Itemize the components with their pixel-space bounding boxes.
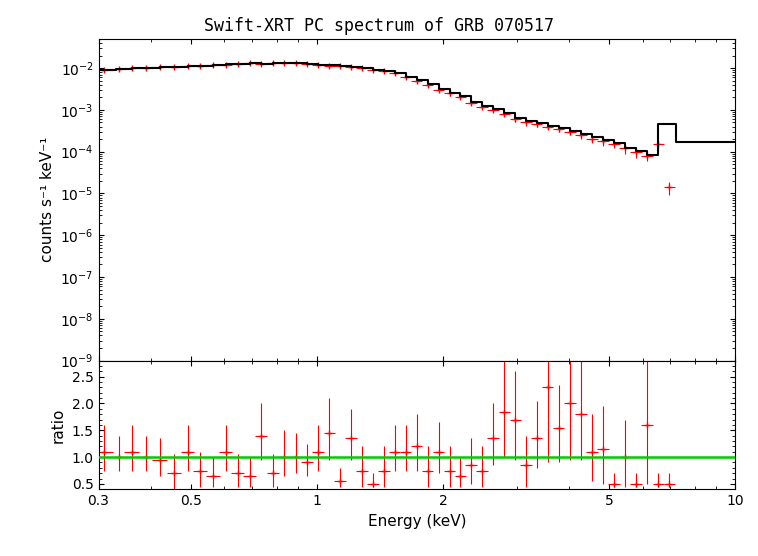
Text: Swift-XRT PC spectrum of GRB 070517: Swift-XRT PC spectrum of GRB 070517 bbox=[204, 17, 554, 34]
X-axis label: Energy (keV): Energy (keV) bbox=[368, 514, 466, 529]
Y-axis label: ratio: ratio bbox=[51, 407, 66, 443]
Y-axis label: counts s⁻¹ keV⁻¹: counts s⁻¹ keV⁻¹ bbox=[39, 137, 55, 262]
